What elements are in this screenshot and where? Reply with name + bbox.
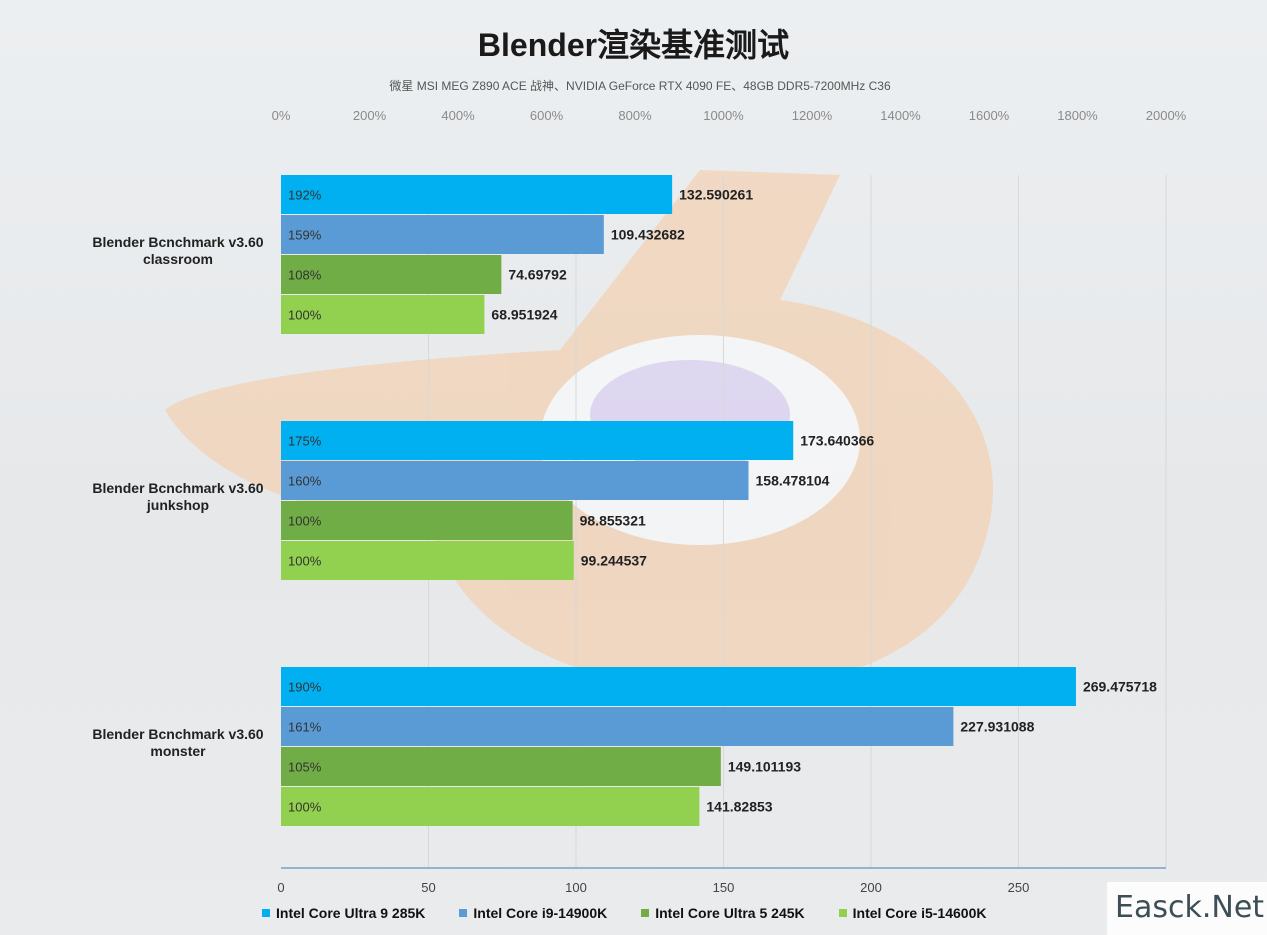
bar (281, 255, 502, 294)
bar-percent-label: 100% (288, 308, 322, 323)
bar-percent-label: 159% (288, 228, 322, 243)
legend-label: Intel Core i5-14600K (852, 905, 987, 921)
bar-value-label: 109.432682 (611, 227, 685, 243)
legend-item: Intel Core i9-14900K (459, 905, 607, 921)
top-tick-label: 600% (530, 108, 564, 123)
x-tick-label: 0 (277, 880, 284, 895)
legend-item: Intel Core Ultra 9 285K (262, 905, 425, 921)
bar-value-label: 269.475718 (1083, 679, 1157, 695)
bar (281, 295, 485, 334)
bar-value-label: 173.640366 (800, 433, 874, 449)
bar-percent-label: 100% (288, 554, 322, 569)
top-tick-label: 800% (618, 108, 652, 123)
bar-percent-label: 161% (288, 720, 322, 735)
legend-swatch-3 (838, 909, 847, 917)
category-label: classroom (143, 251, 213, 267)
bar-value-label: 141.82853 (706, 799, 772, 815)
bar-percent-label: 192% (288, 188, 322, 203)
chart-title: Blender渲染基准测试 (477, 27, 790, 63)
top-tick-label: 1400% (880, 108, 921, 123)
bar (281, 461, 749, 500)
legend-swatch-0 (262, 909, 270, 917)
x-tick-label: 250 (1008, 880, 1030, 895)
bar-percent-label: 100% (288, 800, 322, 815)
category-label: monster (150, 743, 206, 759)
top-tick-label: 1200% (792, 108, 833, 123)
category-label: junkshop (146, 497, 209, 513)
x-tick-label: 150 (713, 880, 735, 895)
bar-value-label: 98.855321 (580, 513, 646, 529)
bar-percent-label: 105% (288, 760, 322, 775)
legend-item: Intel Core Ultra 5 245K (641, 905, 805, 921)
top-tick-label: 2000% (1146, 108, 1187, 123)
top-tick-label: 200% (353, 108, 387, 123)
watermark: Easck.Net (1107, 882, 1267, 935)
bar-value-label: 99.244537 (581, 553, 647, 569)
legend-label: Intel Core Ultra 5 245K (655, 905, 805, 921)
x-tick-label: 50 (421, 880, 435, 895)
top-tick-label: 1600% (969, 108, 1010, 123)
bar (281, 667, 1076, 706)
top-tick-label: 400% (441, 108, 475, 123)
bar-value-label: 158.478104 (756, 473, 830, 489)
bar (281, 421, 794, 460)
legend-label: Intel Core i9-14900K (473, 905, 608, 921)
category-label: Blender Bcnchmark v3.60 (92, 234, 263, 250)
bar (281, 501, 573, 540)
legend: Intel Core Ultra 9 285K Intel Core i9-14… (262, 905, 986, 921)
top-tick-label: 0% (272, 108, 291, 123)
bar-value-label: 132.590261 (679, 187, 753, 203)
bar-percent-label: 175% (288, 434, 322, 449)
legend-label: Intel Core Ultra 9 285K (276, 905, 426, 921)
bar-percent-label: 108% (288, 268, 322, 283)
bar (281, 707, 954, 746)
bar (281, 747, 721, 786)
legend-swatch-2 (641, 909, 650, 917)
bar-percent-label: 160% (288, 474, 322, 489)
watermark-text: Easck.Net (1115, 890, 1265, 925)
category-label: Blender Bcnchmark v3.60 (92, 480, 263, 496)
bar (281, 541, 574, 580)
bar (281, 787, 700, 826)
legend-item: Intel Core i5-14600K (838, 905, 987, 921)
x-tick-label: 200 (860, 880, 882, 895)
bar-percent-label: 190% (288, 680, 322, 695)
legend-swatch-1 (459, 909, 468, 917)
category-label: Blender Bcnchmark v3.60 (92, 726, 263, 742)
bar-value-label: 74.69792 (508, 267, 567, 283)
bar (281, 175, 673, 214)
top-tick-label: 1800% (1057, 108, 1098, 123)
top-tick-label: 1000% (703, 108, 744, 123)
chart-subtitle: 微星 MSI MEG Z890 ACE 战神、NVIDIA GeForce RT… (389, 79, 891, 93)
bar-percent-label: 100% (288, 514, 322, 529)
bar-value-label: 149.101193 (728, 759, 801, 775)
x-tick-label: 100 (565, 880, 587, 895)
bar-value-label: 227.931088 (960, 719, 1034, 735)
bar-value-label: 68.951924 (491, 307, 557, 323)
bar (281, 215, 604, 254)
